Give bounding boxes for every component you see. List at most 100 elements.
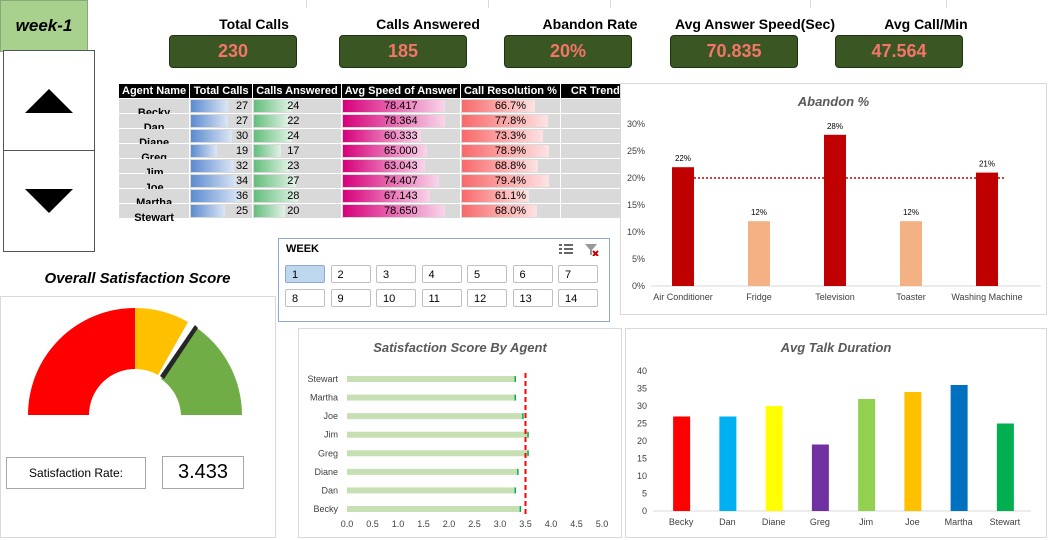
slicer-item-10[interactable]: 10: [376, 289, 416, 307]
y-tick-label: 35: [637, 384, 647, 394]
total-calls-databar: [191, 100, 228, 112]
total-calls-value: 32: [235, 160, 249, 172]
calls-answered-databar: [254, 160, 291, 172]
talk-duration-panel: Avg Talk Duration 0 5 10 15 20 25 30 35 40 Becky D…: [625, 328, 1047, 538]
avg-speed-value: 67.143: [384, 190, 418, 202]
calls-answered-value: 24: [287, 100, 300, 112]
avg-speed-databar: [342, 115, 445, 127]
agent-table: Agent Name Total Calls Calls Answered Av…: [117, 83, 631, 224]
slicer-item-14[interactable]: 14: [558, 289, 598, 307]
calls-answered-value: 28: [287, 190, 300, 202]
y-tick-label: 40: [637, 366, 647, 376]
bar: [950, 385, 968, 511]
slicer-item-2[interactable]: 2: [330, 265, 371, 283]
calls-answered-value: 24: [287, 130, 300, 142]
y-tick-label: 15: [637, 454, 647, 464]
x-tick-label: 4.0: [545, 519, 558, 529]
multi-select-icon[interactable]: [559, 243, 573, 256]
satisfaction-gauge: [28, 307, 242, 415]
total-calls-value: 19: [235, 145, 249, 157]
slicer-item-4[interactable]: 4: [421, 265, 462, 283]
satisfaction-panel: Satisfaction Rate: 3.433: [0, 296, 276, 538]
x-tick-label: 3.0: [494, 519, 507, 529]
total-calls-value: 27: [235, 100, 249, 112]
abandon-chart-title: Abandon %: [797, 94, 870, 109]
bar: [672, 167, 694, 286]
satisfaction-by-agent-panel: Satisfaction Score By Agent 0.0 0.5 1.0 1.5…: [298, 328, 622, 538]
data-label: 12%: [903, 208, 919, 217]
week-up-button[interactable]: [3, 50, 95, 151]
slicer-item-6[interactable]: 6: [512, 265, 553, 283]
bar: [347, 487, 516, 494]
kpi-title-avg-answer-speed: Avg Answer Speed(Sec): [674, 16, 835, 32]
calls-answered-databar: [254, 175, 297, 187]
avg-speed-value: 60.333: [384, 130, 418, 142]
calls-answered-databar: [254, 145, 281, 157]
y-tick-label: Joe: [323, 411, 338, 421]
clear-filter-icon[interactable]: [585, 243, 599, 256]
slicer-item-12[interactable]: 12: [467, 289, 507, 307]
slicer-item-11[interactable]: 11: [421, 289, 462, 307]
x-tick-label: 0.0: [341, 519, 354, 529]
y-tick-label: Martha: [310, 393, 338, 403]
y-tick-label: 30: [637, 401, 647, 411]
bar: [904, 392, 922, 511]
bar: [858, 399, 876, 511]
calls-answered-databar: [254, 190, 298, 202]
bar: [900, 221, 922, 286]
data-label: 21%: [979, 160, 995, 169]
x-tick-label: Dan: [719, 517, 736, 527]
slicer-item-1[interactable]: 1: [285, 265, 325, 283]
y-tick-label: 0: [642, 506, 647, 516]
slicer-item-5[interactable]: 5: [467, 265, 507, 283]
column-header: Agent Name: [117, 83, 191, 99]
avg-speed-value: 78.417: [384, 100, 418, 112]
week-slicer[interactable]: WEEK 1 2 3 4 5 6 7 8 9 10 11 12 13 14: [278, 238, 610, 322]
x-tick-label: Air Conditioner: [653, 292, 713, 302]
x-tick-label: Jim: [859, 517, 873, 527]
slicer-item-9[interactable]: 9: [330, 289, 371, 307]
x-tick-label: 0.5: [366, 519, 379, 529]
slicer-item-8[interactable]: 8: [285, 289, 325, 307]
calls-answered-databar: [254, 205, 286, 217]
slicer-item-7[interactable]: 7: [558, 265, 598, 283]
talk-duration-title: Avg Talk Duration: [780, 340, 892, 355]
y-tick-label: Jim: [324, 430, 338, 440]
total-calls-value: 34: [235, 175, 249, 187]
y-tick-label: 30%: [627, 119, 645, 129]
calls-answered-databar: [254, 100, 292, 112]
week-down-button[interactable]: [3, 150, 95, 252]
slicer-item-13[interactable]: 13: [512, 289, 553, 307]
avg-speed-databar: [342, 130, 422, 142]
table-header-row: Agent Name Total Calls Calls Answered Av…: [117, 83, 631, 99]
triangle-down-icon: [25, 189, 73, 213]
satisfaction-by-agent-chart: 0.0 0.5 1.0 1.5 2.0 2.5 3.0 3.5 4.0 4.5 5.0 Becky Da…: [307, 373, 608, 529]
kpi-title-avg-call-min: Avg Call/Min: [884, 16, 968, 32]
y-tick-label: Diane: [314, 467, 338, 477]
resolution-value: 77.8%: [494, 115, 527, 127]
calls-answered-databar: [254, 130, 292, 142]
kpi-value-abandon-rate: 20%: [504, 35, 632, 68]
total-calls-databar: [191, 145, 217, 157]
data-label: 28%: [827, 122, 843, 131]
satisfaction-rate-label: Satisfaction Rate:: [6, 457, 146, 489]
avg-speed-databar: [342, 100, 445, 112]
x-tick-label: Diane: [762, 517, 786, 527]
avg-speed-value: 63.043: [384, 160, 418, 172]
resolution-databar: [461, 145, 549, 157]
resolution-value: 73.3%: [494, 130, 527, 142]
bar: [824, 134, 846, 286]
y-tick-label: 15%: [627, 200, 645, 210]
resolution-databar: [461, 100, 536, 112]
avg-speed-value: 65.000: [384, 145, 418, 157]
slicer-item-3[interactable]: 3: [376, 265, 416, 283]
avg-speed-databar: [342, 190, 430, 202]
x-tick-label: Washing Machine: [951, 292, 1022, 302]
resolution-databar: [461, 160, 538, 172]
calls-answered-value: 23: [287, 160, 300, 172]
bar: [765, 406, 783, 511]
